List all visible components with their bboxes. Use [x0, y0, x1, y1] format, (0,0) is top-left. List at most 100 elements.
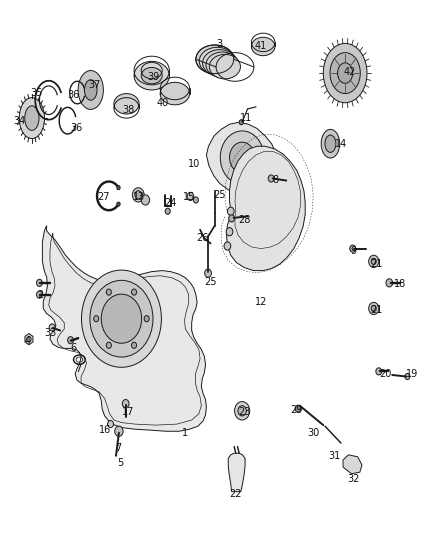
Ellipse shape: [78, 70, 103, 109]
Text: 4: 4: [25, 336, 31, 346]
Circle shape: [235, 401, 250, 420]
Ellipse shape: [199, 47, 235, 75]
Text: 13: 13: [133, 192, 145, 203]
Text: 1: 1: [182, 428, 188, 438]
Circle shape: [376, 368, 382, 375]
Text: 28: 28: [238, 215, 251, 225]
Text: 37: 37: [89, 80, 101, 90]
Text: 7: 7: [115, 443, 121, 453]
Ellipse shape: [141, 68, 162, 84]
Circle shape: [67, 337, 74, 344]
Text: 7: 7: [75, 364, 81, 374]
Text: 11: 11: [240, 113, 252, 123]
Text: 21: 21: [371, 305, 383, 315]
Text: 32: 32: [347, 474, 360, 484]
Circle shape: [36, 279, 42, 286]
Text: 25: 25: [213, 190, 225, 200]
Text: 3: 3: [216, 39, 222, 49]
Text: 36: 36: [70, 123, 82, 133]
Text: 22: 22: [230, 489, 242, 499]
Text: 18: 18: [394, 279, 406, 289]
Text: 24: 24: [164, 198, 177, 207]
Text: 9: 9: [350, 246, 357, 256]
Ellipse shape: [325, 135, 336, 152]
Circle shape: [386, 279, 392, 287]
Text: 27: 27: [97, 192, 110, 203]
Circle shape: [239, 119, 244, 125]
Circle shape: [224, 242, 231, 250]
Text: 26: 26: [196, 233, 208, 244]
Circle shape: [229, 215, 235, 222]
Text: 34: 34: [13, 116, 25, 126]
Text: 33: 33: [45, 328, 57, 338]
Circle shape: [227, 207, 234, 215]
Text: 19: 19: [406, 369, 419, 379]
Ellipse shape: [203, 50, 237, 76]
Polygon shape: [42, 225, 206, 431]
Circle shape: [115, 426, 123, 437]
Text: 8: 8: [273, 174, 279, 184]
Ellipse shape: [114, 94, 139, 114]
Text: 40: 40: [156, 98, 168, 108]
Ellipse shape: [85, 80, 97, 100]
Text: 21: 21: [371, 259, 383, 269]
Text: 31: 31: [328, 451, 341, 461]
Circle shape: [122, 400, 129, 408]
Circle shape: [81, 270, 161, 367]
Ellipse shape: [209, 54, 240, 79]
Ellipse shape: [19, 98, 45, 139]
Circle shape: [106, 342, 111, 349]
Text: 17: 17: [122, 407, 135, 417]
Text: 20: 20: [379, 369, 391, 379]
Ellipse shape: [196, 45, 234, 74]
Polygon shape: [343, 455, 362, 474]
Text: 14: 14: [335, 139, 347, 149]
Circle shape: [350, 245, 356, 252]
Text: 35: 35: [30, 87, 42, 98]
Circle shape: [238, 406, 246, 416]
Ellipse shape: [160, 82, 190, 105]
Text: 36: 36: [68, 90, 80, 100]
Polygon shape: [226, 146, 305, 271]
Ellipse shape: [220, 131, 264, 184]
Circle shape: [101, 294, 141, 343]
Text: 10: 10: [187, 159, 200, 169]
Text: 29: 29: [290, 405, 303, 415]
Text: 39: 39: [148, 72, 160, 82]
Circle shape: [369, 302, 379, 314]
Circle shape: [371, 259, 376, 264]
Polygon shape: [25, 334, 33, 345]
Text: 6: 6: [71, 343, 77, 353]
Circle shape: [36, 291, 42, 298]
Circle shape: [144, 316, 149, 322]
Ellipse shape: [321, 130, 340, 158]
Text: 38: 38: [123, 106, 135, 116]
Circle shape: [371, 305, 376, 311]
Circle shape: [141, 195, 150, 205]
Circle shape: [117, 202, 120, 206]
Ellipse shape: [230, 142, 255, 173]
Circle shape: [94, 316, 99, 322]
Circle shape: [226, 228, 233, 236]
Circle shape: [132, 188, 144, 202]
Text: 41: 41: [255, 42, 267, 52]
Circle shape: [49, 324, 55, 331]
Text: 2: 2: [37, 289, 43, 300]
Text: 42: 42: [343, 67, 356, 77]
Ellipse shape: [330, 53, 360, 94]
Text: 16: 16: [99, 425, 112, 435]
Text: 15: 15: [184, 192, 196, 203]
Circle shape: [131, 342, 137, 349]
Circle shape: [187, 192, 194, 200]
Ellipse shape: [134, 61, 170, 90]
Text: 30: 30: [307, 428, 320, 438]
Text: 25: 25: [205, 277, 217, 287]
Circle shape: [268, 175, 274, 182]
Ellipse shape: [206, 52, 239, 78]
Text: 5: 5: [117, 458, 124, 469]
Circle shape: [369, 255, 379, 268]
Ellipse shape: [251, 37, 275, 55]
Circle shape: [295, 405, 301, 413]
Circle shape: [165, 208, 170, 214]
Polygon shape: [206, 122, 278, 195]
